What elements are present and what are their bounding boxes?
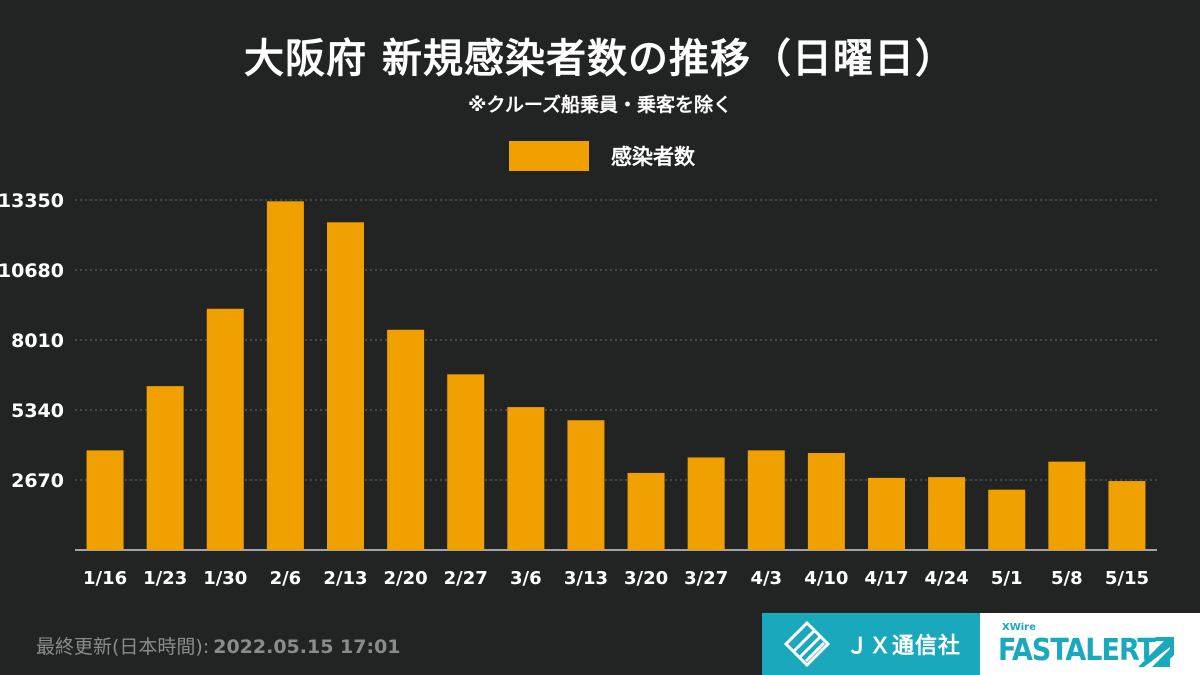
y-tick-label: 5340 <box>11 400 64 422</box>
fastalert-arrow-icon <box>1138 637 1174 667</box>
y-tick-label: 2670 <box>11 470 64 492</box>
bar <box>687 457 725 550</box>
bar <box>327 222 364 550</box>
bar <box>266 201 304 551</box>
x-tick-label: 2/13 <box>323 568 367 589</box>
last-updated-value: 2022.05.15 17:01 <box>213 636 401 658</box>
jx-brand-badge[interactable]: ＪＸ通信社 <box>762 613 980 675</box>
x-tick-label: 4/17 <box>864 568 908 589</box>
x-tick-label: 4/24 <box>925 568 969 589</box>
bar <box>387 329 425 550</box>
bar <box>747 450 785 550</box>
x-tick-label: 3/6 <box>510 568 542 589</box>
bar <box>627 472 665 550</box>
bar <box>206 308 244 550</box>
y-tick-label: 13350 <box>0 190 64 212</box>
legend-swatch <box>509 141 589 171</box>
x-tick-label: 5/8 <box>1051 568 1083 589</box>
xwire-label: XWire <box>1002 622 1036 633</box>
bar <box>86 450 124 550</box>
bar <box>447 374 485 550</box>
jx-brand-name: ＪＸ通信社 <box>846 634 962 659</box>
bar <box>807 452 845 550</box>
x-tick-label: 5/1 <box>991 568 1023 589</box>
chart-subtitle: ※クルーズ船乗員・乗客を除く <box>468 94 732 116</box>
bar <box>507 407 545 550</box>
legend-label: 感染者数 <box>611 145 695 169</box>
x-tick-label: 5/15 <box>1105 568 1149 589</box>
x-tick-label: 2/27 <box>444 568 488 589</box>
bar <box>567 420 605 550</box>
bar <box>1108 481 1146 550</box>
x-tick-label: 1/16 <box>83 568 127 589</box>
x-tick-label: 2/6 <box>270 568 302 589</box>
bar <box>868 477 905 550</box>
last-updated: 最終更新(日本時間): 2022.05.15 17:01 <box>36 632 401 659</box>
x-tick-label: 1/30 <box>203 568 247 589</box>
bar <box>928 477 966 550</box>
x-tick-label: 3/13 <box>564 568 608 589</box>
bar <box>988 489 1026 550</box>
y-tick-label: 8010 <box>11 330 64 352</box>
x-tick-label: 3/20 <box>624 568 668 589</box>
y-tick-label: 10680 <box>0 260 64 282</box>
bar <box>1048 461 1086 550</box>
fastalert-brand-badge[interactable]: XWire FASTALERT <box>980 613 1200 675</box>
jx-logo-icon <box>784 621 830 667</box>
chart-title: 大阪府 新規感染者数の推移（日曜日） <box>244 36 956 82</box>
bar <box>146 386 184 550</box>
fastalert-label: FASTALERT <box>998 633 1156 668</box>
last-updated-label: 最終更新(日本時間): <box>36 636 210 658</box>
legend: 感染者数 <box>509 140 695 172</box>
x-tick-label: 2/20 <box>384 568 428 589</box>
x-tick-label: 4/3 <box>750 568 782 589</box>
x-tick-label: 4/10 <box>804 568 848 589</box>
x-tick-label: 1/23 <box>143 568 187 589</box>
x-tick-label: 3/27 <box>684 568 728 589</box>
